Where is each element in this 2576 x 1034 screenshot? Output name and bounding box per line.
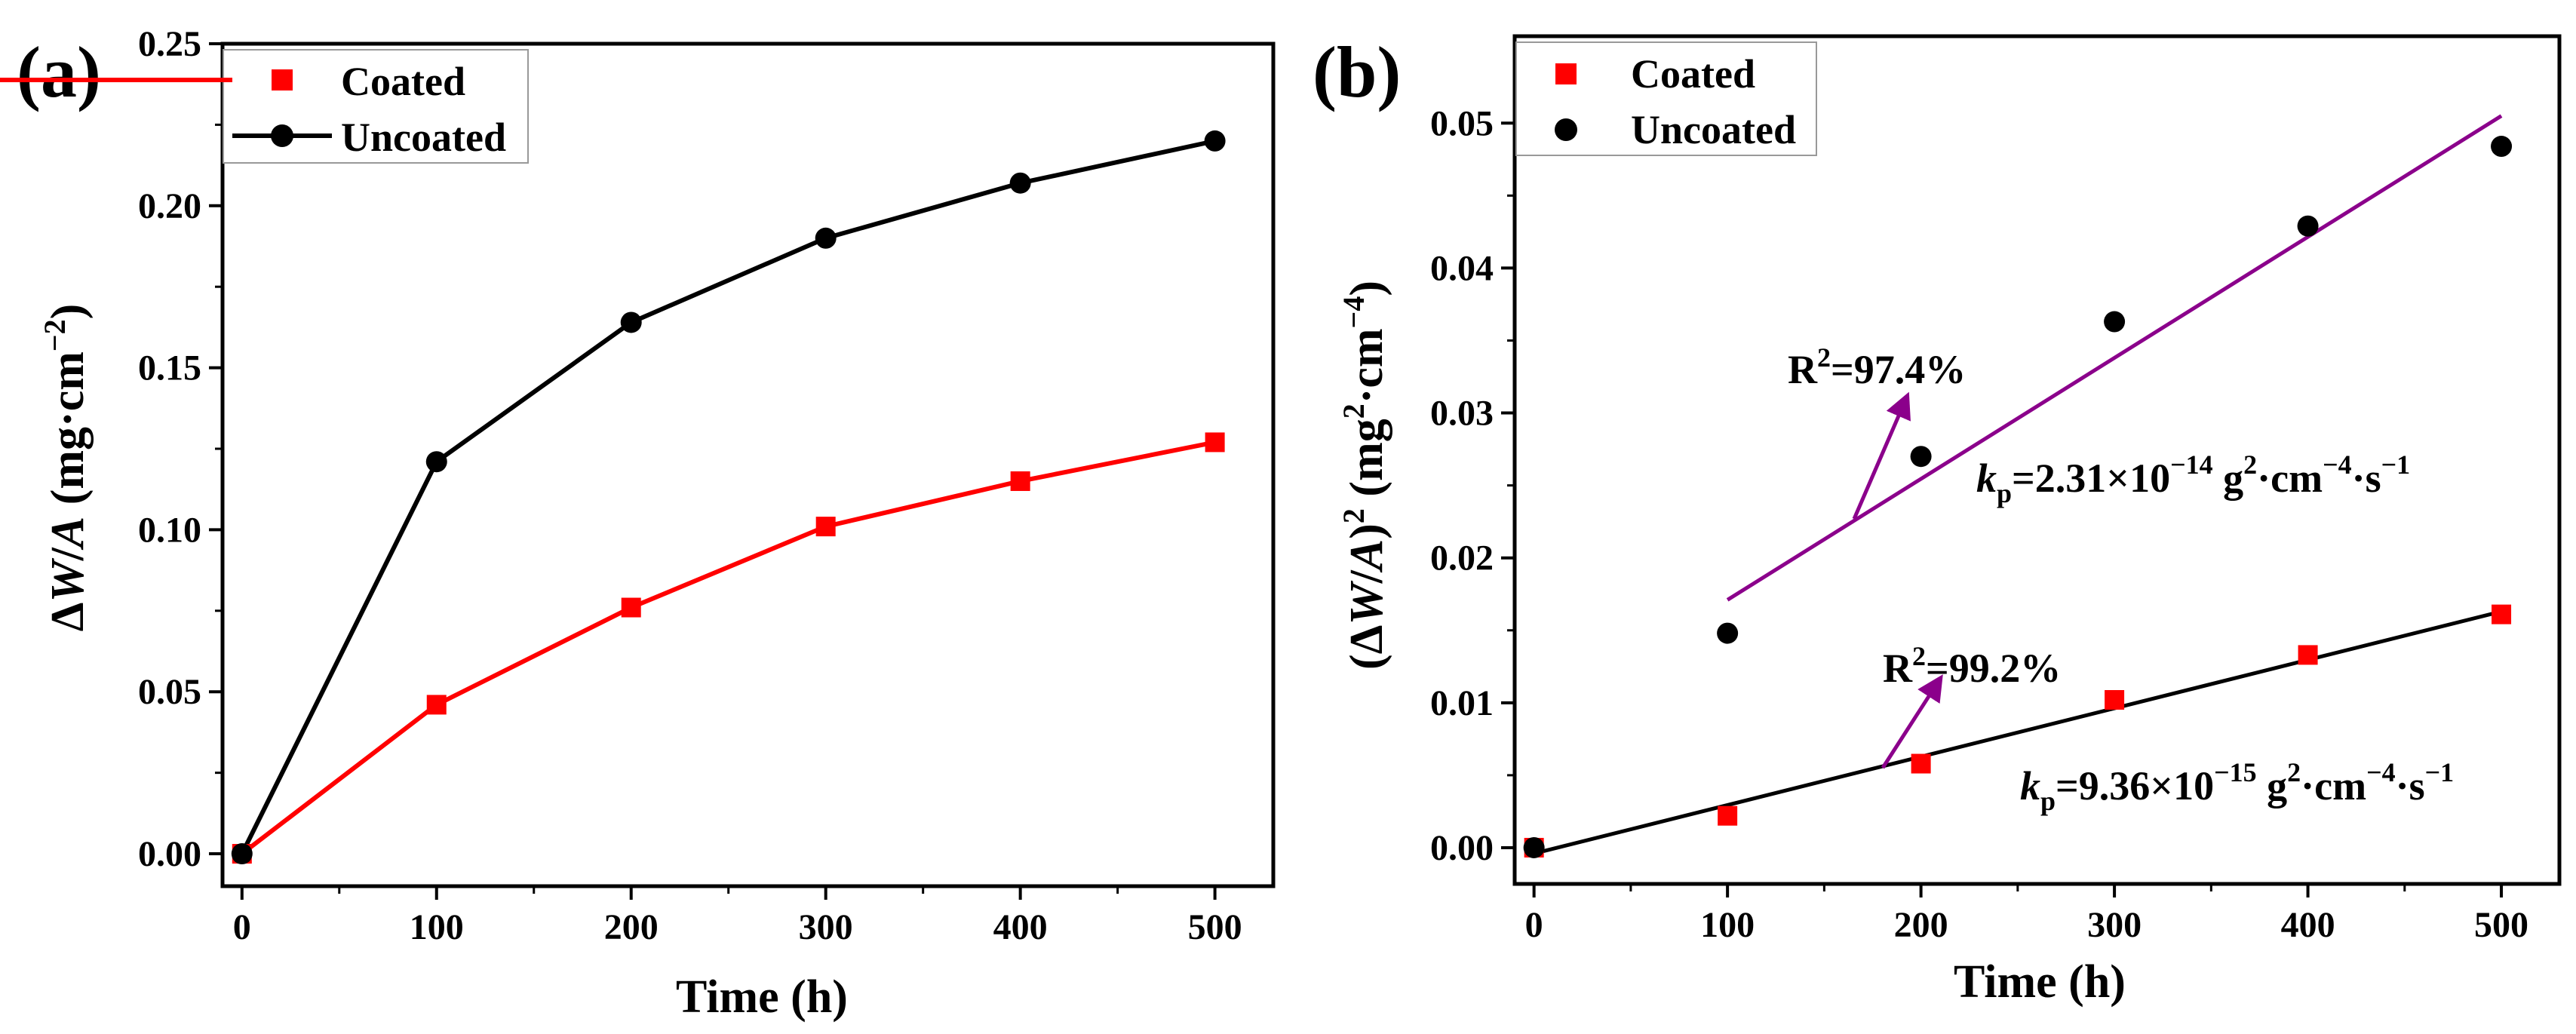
kp-coated-label: kp=9.36×10−15 g2·cm−4·s−1 [2020,757,2454,816]
data-point-uncoated-b [2297,215,2319,237]
y-tick-label-b: 0.02 [1430,538,1494,578]
r2-coated-label: R2=99.2% [1883,641,2061,691]
data-point-coated-a [815,517,836,537]
legend-label-uncoated: Uncoated [341,115,506,160]
y-tick-label-b: 0.04 [1430,248,1494,288]
legend-marker-uncoated-b [1555,118,1577,141]
x-axis-label-a: Time (h) [676,971,848,1023]
data-point-uncoated-a [1009,172,1031,194]
x-tick-label-b: 400 [2281,905,2335,945]
series-line-coated-a [240,440,1216,856]
x-axis-label-b: Time (h) [1954,956,2126,1008]
data-point-uncoated-b [2491,136,2513,158]
axis-ticks-a: 0 100 200 300 400 500 0.00 0.05 0.10 0.15 0.20 0.25 [138,24,1242,947]
x-tick-label-a: 300 [799,907,853,947]
y-tick-label-a: 0.00 [138,834,201,874]
data-point-uncoated-b [2104,311,2126,333]
y-tick-label-a: 0.20 [138,186,201,226]
x-tick-label-b: 300 [2087,905,2142,945]
fit-line-coated [1534,609,2502,856]
legend-b: Coated Uncoated [1515,41,1817,156]
panel-label-b: (b) [1313,32,1401,112]
data-points-a [231,130,1226,865]
axis-ticks-b: 0 100 200 300 400 500 0.00 0.01 0.02 0.03 0.04 0.05 [1430,103,2528,945]
data-point-uncoated-a [815,227,837,249]
data-point-uncoated-a [1204,130,1226,152]
r2-uncoated-label: R2=97.4% [1788,342,1966,392]
y-tick-label-a: 0.05 [138,672,201,712]
chart-panel-b: (b) 0 100 200 300 400 500 0.00 0.01 0.02 0.03 0.04… [1313,32,2562,1008]
legend-a: Coated Uncoated [0,49,529,164]
x-tick-label-a: 0 [233,907,251,947]
y-tick-label-a: 0.25 [138,24,201,64]
y-tick-label-a: 0.10 [138,510,201,550]
y-tick-label-b: 0.00 [1430,828,1494,868]
data-point-coated-b [2105,689,2125,710]
x-tick-label-b: 500 [2474,905,2528,945]
fit-lines-b [1534,114,2503,856]
data-point-uncoated-a [425,451,447,473]
x-tick-label-b: 200 [1894,905,1948,945]
series-lines-a [240,138,1216,856]
legend-marker-uncoated [271,124,293,147]
y-axis-label-a: ΔW/A (mg·cm−2) [38,304,94,632]
y-tick-label-b: 0.05 [1430,103,1494,143]
legend-marker-coated-b [1555,63,1577,84]
data-point-coated-b [1911,753,1931,774]
legend-label-uncoated-b: Uncoated [1631,107,1796,152]
x-tick-label-a: 100 [410,907,464,947]
y-tick-label-a: 0.15 [138,348,201,388]
data-point-coated-b [1718,805,1738,826]
r2-coated-arrow [1881,674,1943,769]
x-tick-label-b: 0 [1525,905,1543,945]
legend-marker-coated [272,69,293,91]
legend-label-coated: Coated [341,59,465,104]
data-point-coated-a [426,695,447,715]
data-point-coated-a [1205,432,1225,453]
data-point-uncoated-a [620,311,642,333]
x-tick-label-b: 100 [1700,905,1755,945]
x-tick-label-a: 400 [993,907,1048,947]
data-point-uncoated-b [1717,622,1739,644]
x-tick-label-a: 500 [1188,907,1242,947]
legend-label-coated-b: Coated [1631,51,1755,97]
legend-box-a [223,49,529,164]
data-point-coated-b [2298,645,2318,665]
kp-uncoated-label: kp=2.31×10−14 g2·cm−4·s−1 [1976,449,2410,508]
x-tick-label-a: 200 [604,907,659,947]
y-tick-label-b: 0.01 [1430,683,1494,723]
r2-uncoated-arrow [1852,391,1911,520]
series-line-uncoated-a [240,138,1216,855]
y-axis-label-b: (ΔW/A)2 (mg2·cm−4) [1337,281,1392,670]
data-point-coated-a [1010,471,1030,491]
plot-frame-b [1512,34,2562,886]
data-point-uncoated-b [1910,446,1932,468]
data-point-coated-a [621,597,641,618]
plot-frame-a [220,41,1276,888]
data-points-b [1523,136,2513,858]
panel-label-a: (a) [17,32,101,112]
y-tick-label-b: 0.03 [1430,394,1494,434]
data-point-uncoated-a [231,843,253,865]
data-point-uncoated-b [1523,836,1545,858]
fit-line-uncoated [1726,114,2503,602]
data-point-coated-b [2492,604,2512,624]
chart-panel-a: (a) 0 100 200 300 400 500 0.00 0.05 0.10 0.15 0.20… [0,24,1276,1023]
